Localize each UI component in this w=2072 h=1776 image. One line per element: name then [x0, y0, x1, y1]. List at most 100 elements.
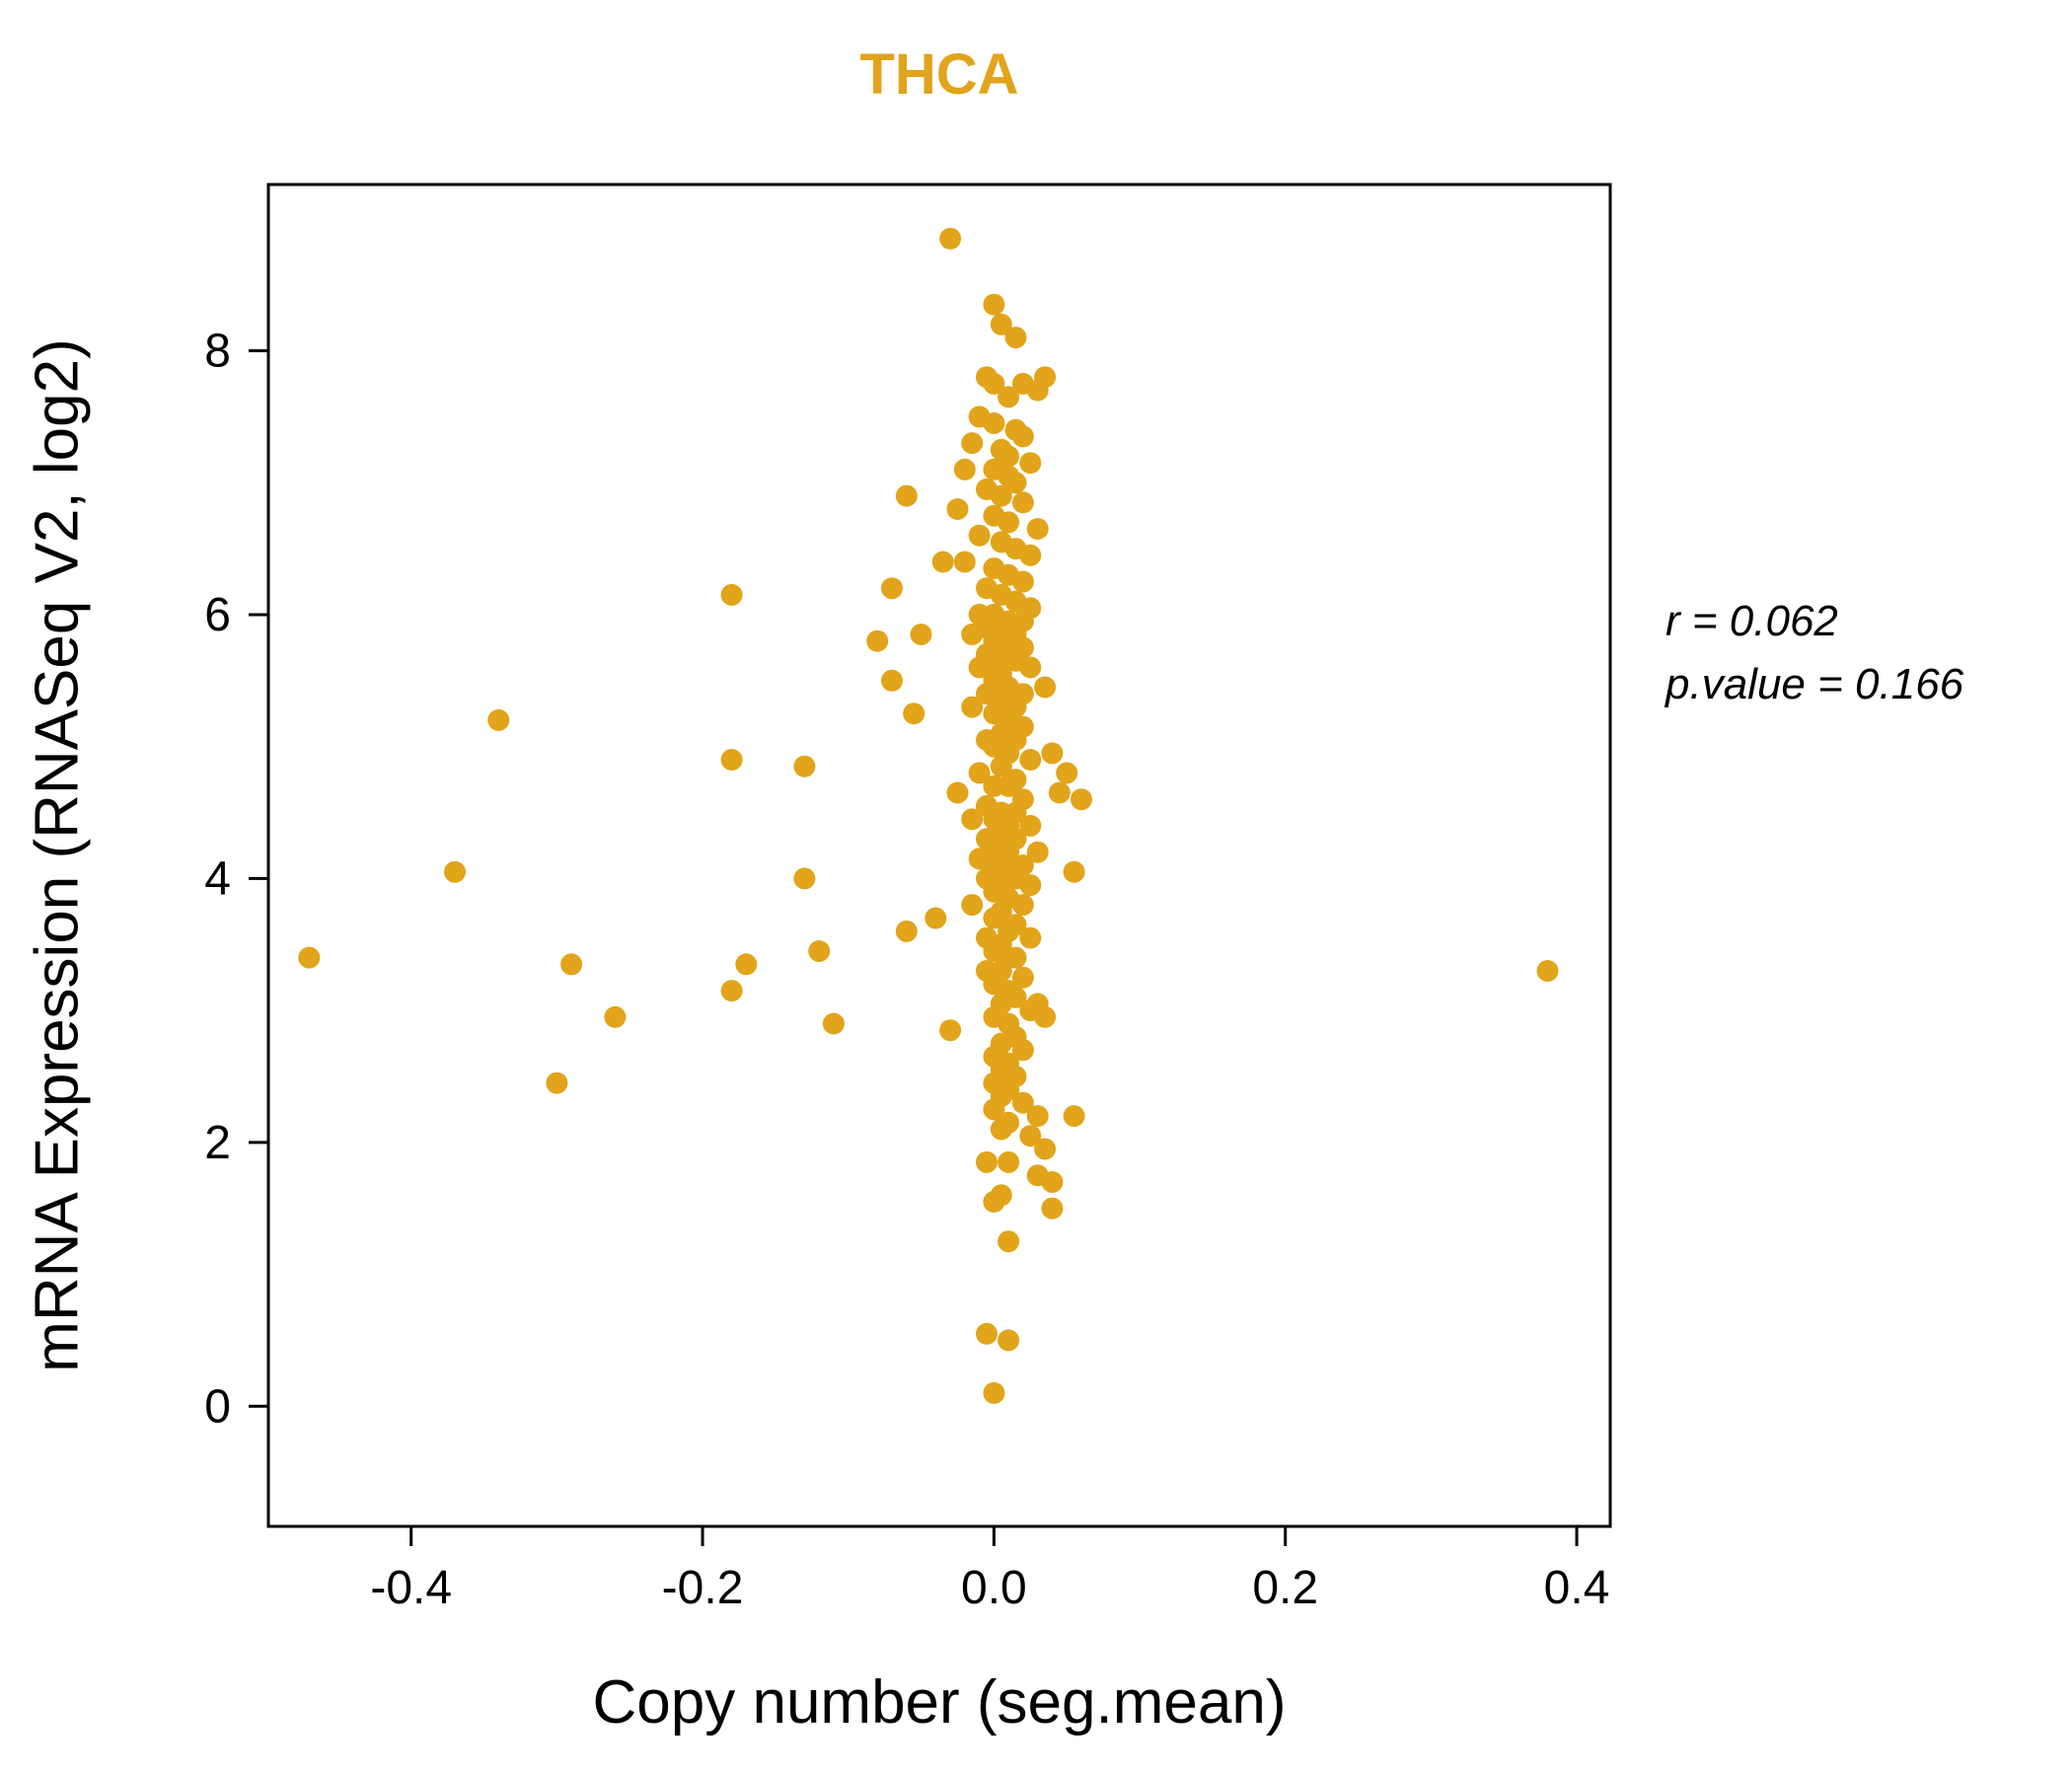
data-point — [983, 1191, 1005, 1213]
data-point — [793, 755, 816, 777]
data-point — [953, 551, 976, 573]
data-point — [910, 624, 932, 645]
data-point — [1034, 1138, 1057, 1160]
data-point — [961, 432, 984, 455]
data-point — [793, 867, 816, 890]
x-tick-label: -0.2 — [662, 1562, 744, 1614]
data-point — [1041, 1197, 1064, 1220]
data-point — [1063, 1105, 1085, 1128]
y-tick-label: 4 — [204, 852, 231, 905]
data-point — [1048, 781, 1071, 804]
data-point — [998, 1150, 1020, 1173]
data-point — [1026, 841, 1049, 863]
data-point — [939, 1019, 962, 1042]
data-point — [1019, 814, 1042, 837]
data-point — [983, 412, 1005, 434]
data-point — [1026, 518, 1049, 540]
data-point — [990, 313, 1012, 335]
data-point — [903, 703, 925, 725]
data-point — [983, 372, 1005, 395]
data-point — [1034, 676, 1057, 699]
data-point — [1004, 327, 1027, 349]
data-point — [983, 1098, 1005, 1121]
data-point — [1041, 742, 1064, 765]
data-point — [983, 293, 1005, 316]
chart-title: THCA — [859, 42, 1019, 107]
data-point — [298, 946, 321, 969]
data-point — [968, 656, 991, 679]
data-point — [560, 953, 583, 976]
y-tick-label: 6 — [204, 589, 231, 641]
data-point — [720, 749, 743, 771]
data-point — [866, 629, 889, 652]
x-tick-label: 0.2 — [1252, 1562, 1318, 1614]
data-point — [976, 1322, 998, 1345]
data-point — [1019, 874, 1042, 897]
data-point — [1011, 425, 1034, 448]
data-point — [1004, 472, 1027, 494]
data-point — [444, 860, 466, 883]
data-point — [983, 1381, 1005, 1404]
data-point — [998, 775, 1020, 797]
data-point — [998, 511, 1020, 534]
data-point — [822, 1012, 845, 1035]
x-tick-label: 0.0 — [961, 1562, 1027, 1614]
data-point — [1019, 1125, 1042, 1147]
data-point — [881, 577, 903, 600]
data-point — [1011, 966, 1034, 989]
data-point — [990, 1118, 1012, 1141]
data-point — [604, 1005, 627, 1028]
pvalue-text: p.value = 0.166 — [1665, 659, 1964, 708]
y-axis-label: mRNA Expression (RNASeq V2, log2) — [23, 338, 92, 1372]
data-point — [961, 696, 984, 718]
data-point — [961, 624, 984, 645]
data-point — [1011, 1039, 1034, 1062]
data-point — [735, 953, 758, 976]
data-point — [1019, 452, 1042, 475]
data-point — [1026, 1105, 1049, 1128]
data-point — [546, 1072, 568, 1094]
data-point — [1019, 544, 1042, 566]
data-point — [895, 484, 918, 507]
data-point — [1034, 1005, 1057, 1028]
y-tick-label: 2 — [204, 1117, 231, 1169]
data-point — [1011, 1091, 1034, 1114]
data-point — [968, 762, 991, 784]
data-point — [1019, 656, 1042, 679]
data-point — [808, 940, 831, 962]
data-point — [931, 551, 954, 573]
data-point — [1041, 1171, 1064, 1193]
data-point — [1056, 762, 1078, 784]
correlation-text: r = 0.062 — [1665, 597, 1838, 645]
data-point — [1011, 491, 1034, 514]
data-point — [998, 445, 1020, 468]
plot-box — [266, 183, 1612, 1528]
data-point — [1026, 379, 1049, 402]
data-point — [925, 907, 947, 929]
data-point — [1011, 570, 1034, 593]
y-tick-label: 8 — [204, 325, 231, 377]
data-point — [1011, 894, 1034, 917]
data-point — [990, 484, 1012, 507]
data-point — [968, 524, 991, 547]
data-point — [946, 781, 969, 804]
data-point — [998, 1329, 1020, 1352]
x-tick-label: -0.4 — [370, 1562, 452, 1614]
data-point — [1536, 960, 1559, 982]
data-point — [961, 894, 984, 917]
data-point — [720, 980, 743, 1002]
data-point — [1019, 926, 1042, 949]
data-point — [1019, 749, 1042, 771]
stats-annotation: r = 0.062 p.value = 0.166 — [1665, 590, 1963, 716]
data-point — [976, 1150, 998, 1173]
x-tick-label: 0.4 — [1544, 1562, 1610, 1614]
data-point — [953, 458, 976, 481]
data-point — [881, 669, 903, 692]
data-point — [487, 708, 510, 731]
data-point — [946, 498, 969, 520]
data-point — [990, 755, 1012, 777]
x-axis-label: Copy number (seg.mean) — [592, 1668, 1287, 1737]
data-point — [895, 920, 918, 942]
